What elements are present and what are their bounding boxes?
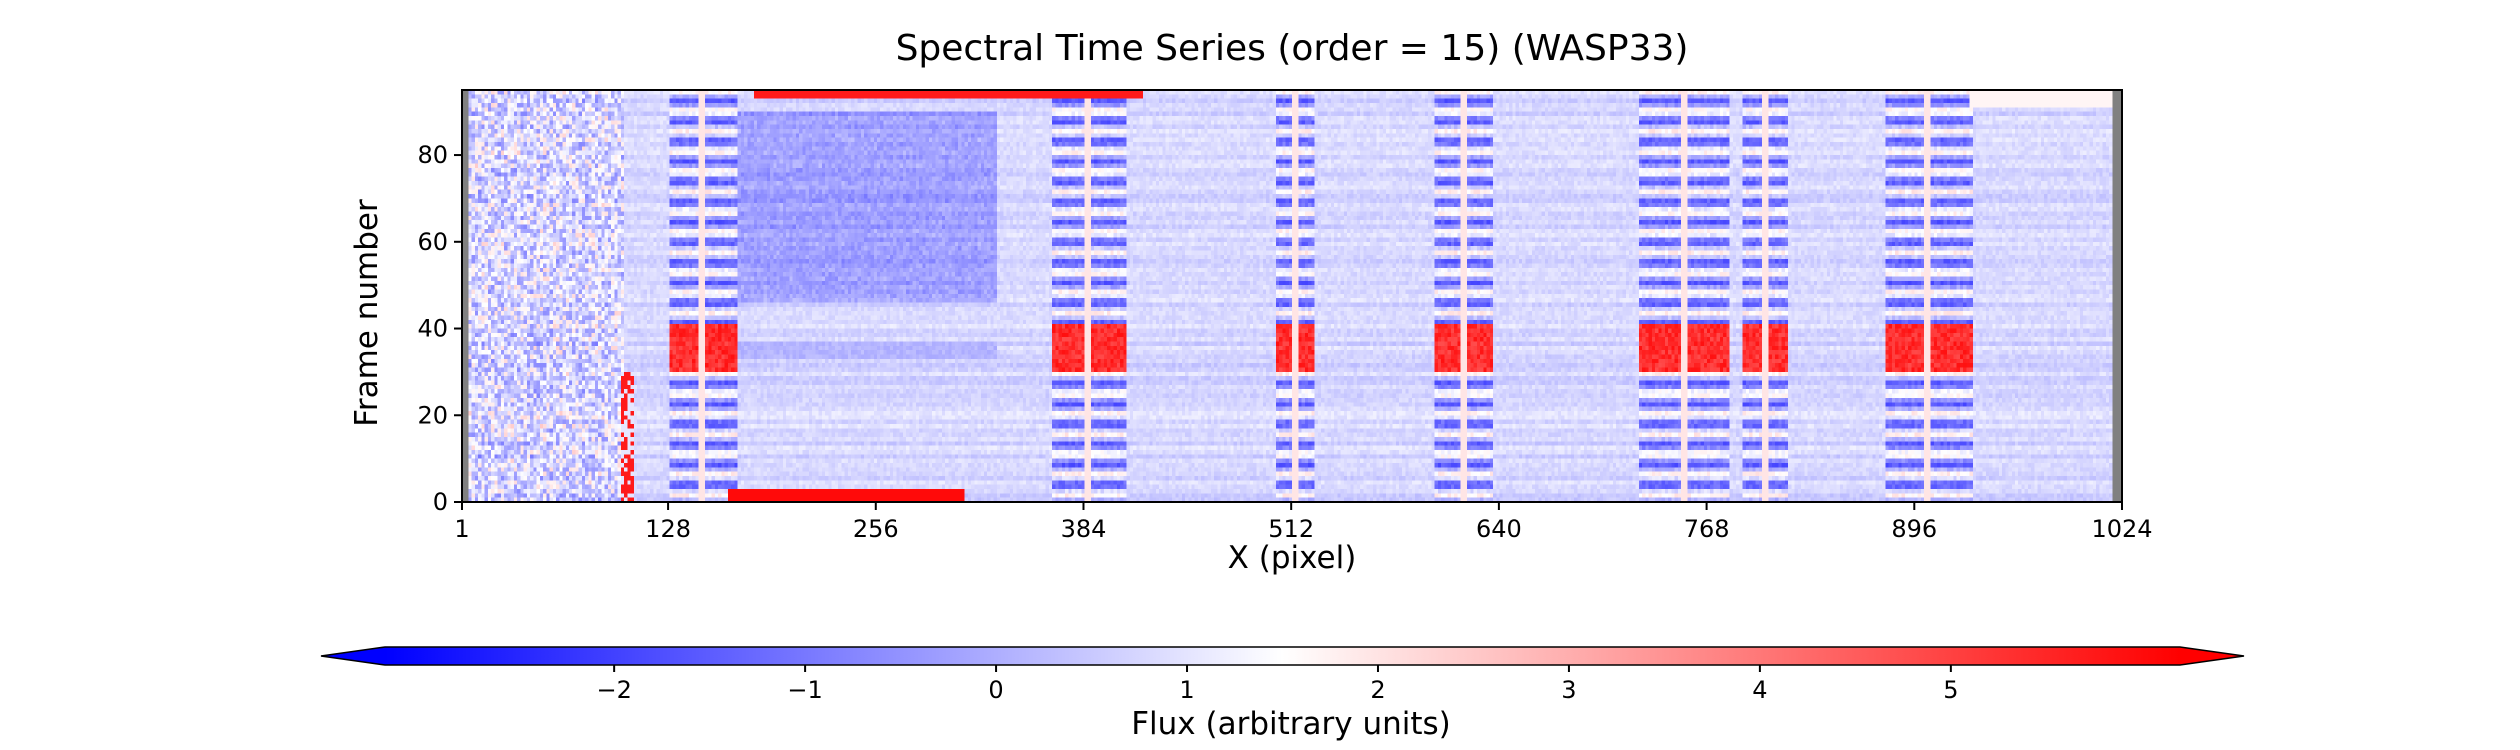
- colorbar-extend-high: [2180, 647, 2244, 665]
- x-axis: 1 128 256 384 512 640 768 896 1024: [454, 502, 2153, 543]
- y-tick-label: 80: [417, 141, 448, 169]
- colorbar-tick-label: 5: [1943, 676, 1958, 704]
- colorbar-tick-label: 4: [1752, 676, 1767, 704]
- x-tick-label: 896: [1891, 515, 1937, 543]
- y-tick-label: 20: [417, 401, 448, 429]
- colorbar-label: Flux (arbitrary units): [1131, 706, 1451, 742]
- x-tick-label: 1024: [2091, 515, 2152, 543]
- x-tick-label: 768: [1684, 515, 1730, 543]
- colorbar-tick-label: 3: [1561, 676, 1576, 704]
- colorbar-tick-label: 1: [1179, 676, 1194, 704]
- x-tick-label: 512: [1268, 515, 1314, 543]
- colorbar-tick-label: −2: [596, 676, 631, 704]
- x-tick-label: 384: [1061, 515, 1107, 543]
- x-tick-label: 1: [454, 515, 469, 543]
- colorbar-tick-label: 0: [988, 676, 1003, 704]
- x-tick-label: 128: [645, 515, 691, 543]
- colorbar-tick-label: −1: [787, 676, 822, 704]
- heatmap: [462, 90, 2122, 502]
- colorbar-tick-label: 2: [1370, 676, 1385, 704]
- y-tick-label: 60: [417, 228, 448, 256]
- x-tick-label: 256: [853, 515, 899, 543]
- x-tick-label: 640: [1476, 515, 1522, 543]
- colorbar-extend-low: [321, 647, 385, 665]
- y-axis: 0 20 40 60 80: [417, 141, 462, 516]
- colorbar: −2 −1 0 1 2 3 4 5: [320, 646, 2245, 704]
- colorbar-gradient: [385, 647, 2180, 665]
- y-tick-label: 40: [417, 315, 448, 343]
- x-axis-label: X (pixel): [1227, 540, 1357, 576]
- chart-title: Spectral Time Series (order = 15) (WASP3…: [895, 28, 1689, 69]
- heatmap-image: [462, 90, 2122, 502]
- colorbar-outline: [320, 646, 2245, 666]
- y-tick-label: 0: [433, 488, 448, 516]
